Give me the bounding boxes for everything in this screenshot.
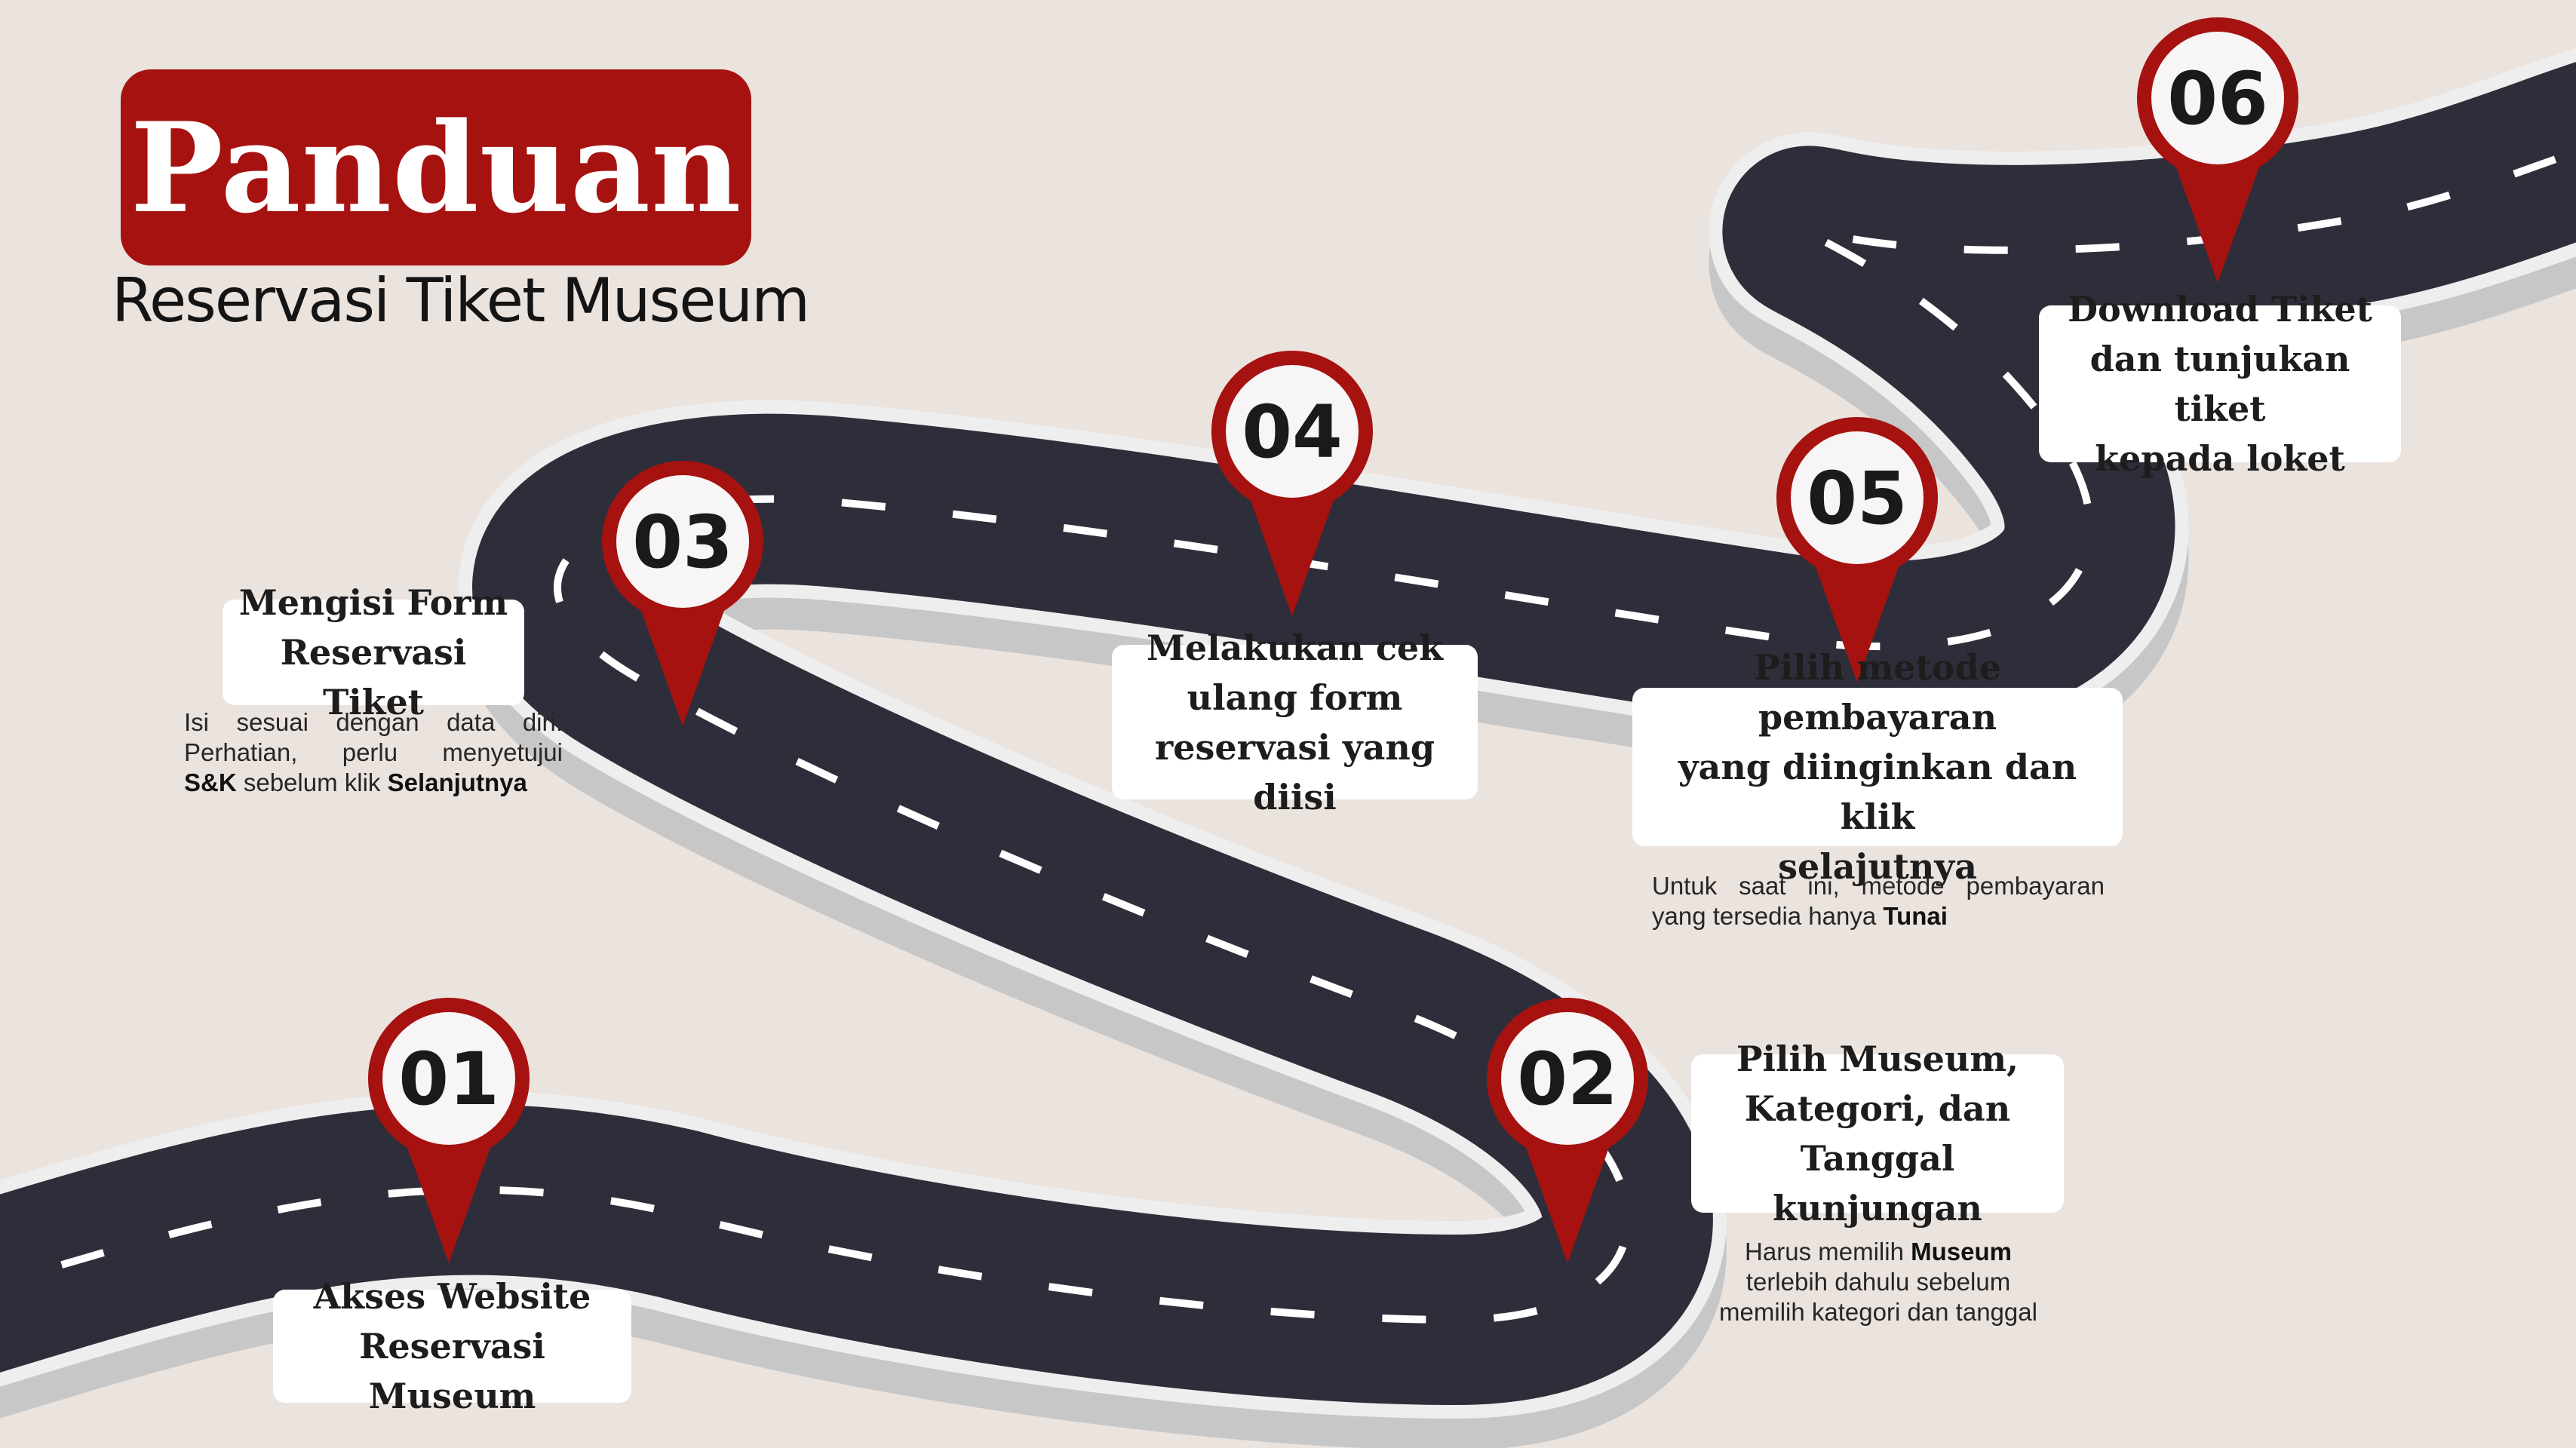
step-03-note-text: sebelum klik	[236, 768, 388, 796]
marker-step-04: 04	[1211, 351, 1373, 616]
step-03-label: Mengisi Form Reservasi Tiket	[223, 582, 524, 722]
step-01-label-line: Reservasi Museum	[359, 1326, 545, 1416]
marker-step-02: 02	[1487, 998, 1648, 1263]
step-02-note-text: terlebih dahulu sebelum	[1745, 1268, 2011, 1296]
step-05-label-line: yang diinginkan dan klik	[1678, 747, 2077, 837]
step-06-label-line: dan tunjukan tiket	[2089, 339, 2350, 429]
step-01-label-line: Akses Website	[313, 1276, 591, 1317]
marker-number-02: 02	[1517, 1037, 1618, 1121]
step-03-note-text: Perhatian, perlu menyetujui	[184, 738, 563, 766]
marker-number-03: 03	[632, 500, 733, 584]
step-03-label-line: Reservasi Tiket	[280, 632, 467, 722]
page-subtitle: Reservasi Tiket Museum	[111, 265, 810, 336]
step-06-label-line: Download Tiket	[2068, 289, 2372, 330]
marker-number-05: 05	[1807, 456, 1908, 541]
step-02-note: Harus memilih Museum terlebih dahulu seb…	[1693, 1237, 2063, 1327]
step-03-note-text: Isi sesuai dengan data diri.	[184, 708, 563, 736]
marker-step-03: 03	[602, 461, 763, 726]
marker-step-06: 06	[2137, 17, 2298, 283]
step-05-label: Pilih metode pembayaran yang diinginkan …	[1632, 647, 2123, 887]
marker-number-01: 01	[398, 1037, 499, 1121]
page-title: Panduan	[130, 94, 742, 241]
step-03-note-bold: S&K	[184, 768, 237, 796]
step-03-note: Isi sesuai dengan data diri. Perhatian, …	[184, 707, 563, 798]
marker-step-05: 05	[1776, 417, 1938, 683]
title-badge: Panduan	[121, 69, 751, 265]
step-02-label-line: Tanggal kunjungan	[1773, 1138, 1982, 1229]
step-05-note-bold: Tunai	[1883, 902, 1948, 930]
step-01-label: Akses Website Reservasi Museum	[273, 1276, 631, 1416]
step-06-label: Download Tiket dan tunjukan tiket kepada…	[2039, 289, 2401, 479]
step-05-label-line: selajutnya	[1778, 846, 1977, 887]
step-02-label-line: Kategori, dan	[1744, 1088, 2011, 1129]
step-05-note-text: Untuk saat ini, metode pembayaran	[1652, 872, 2105, 900]
step-02-note-text: Harus memilih	[1745, 1238, 1911, 1265]
step-05-note: Untuk saat ini, metode pembayaran yang t…	[1652, 871, 2105, 931]
marker-number-06: 06	[2167, 57, 2268, 141]
marker-step-01: 01	[368, 998, 530, 1263]
step-02-note-bold: Museum	[1911, 1238, 2012, 1265]
step-04-label-line: Melakukan cek	[1146, 627, 1444, 668]
marker-number-04: 04	[1242, 390, 1343, 474]
step-05-label-line: Pilih metode pembayaran	[1754, 647, 2001, 738]
step-02-label: Pilih Museum, Kategori, dan Tanggal kunj…	[1691, 1038, 2064, 1229]
step-03-label-line: Mengisi Form	[238, 582, 508, 623]
step-04-label-line: reservasi yang diisi	[1155, 726, 1435, 818]
step-02-label-line: Pilih Museum,	[1736, 1038, 2019, 1079]
step-03-note-bold: Selanjutnya	[387, 768, 527, 796]
step-02-note-text: memilih kategori dan tanggal	[1719, 1298, 2037, 1326]
step-04-label: Melakukan cek ulang form reservasi yang …	[1112, 627, 1478, 818]
step-05-note-text: yang tersedia hanya	[1652, 902, 1884, 930]
step-04-label-line: ulang form	[1187, 676, 1403, 718]
step-06-label-line: kepada loket	[2095, 438, 2345, 479]
